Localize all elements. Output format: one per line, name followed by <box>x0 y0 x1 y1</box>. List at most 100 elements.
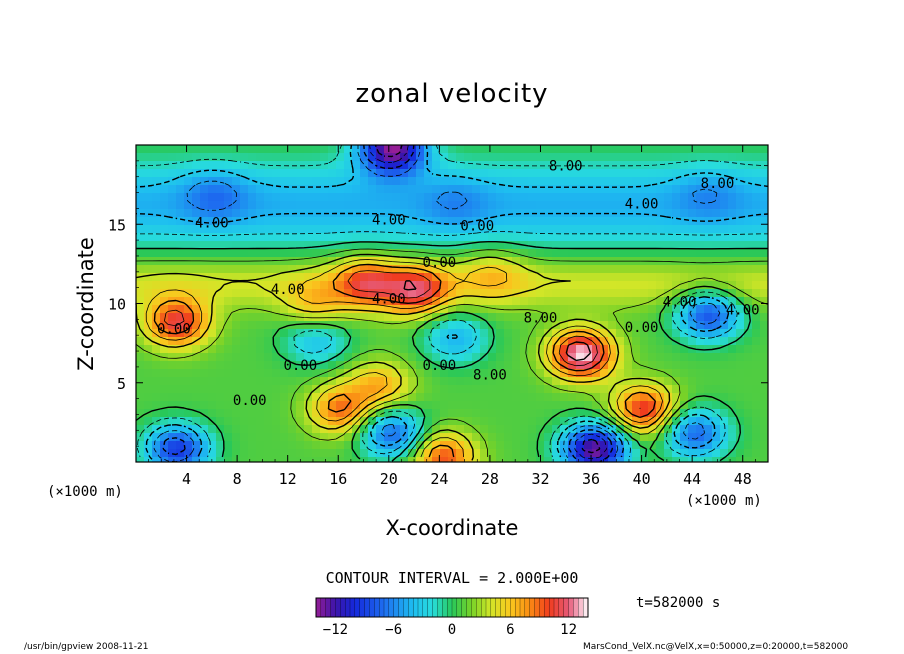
heatmap-cell <box>368 233 377 242</box>
heatmap-cell <box>488 209 497 218</box>
heatmap-cell <box>544 393 553 402</box>
heatmap-cell <box>512 225 521 234</box>
heatmap-cell <box>216 193 225 202</box>
heatmap-cell <box>656 329 665 338</box>
heatmap-cell <box>656 385 665 394</box>
heatmap-cell <box>272 441 281 450</box>
heatmap-cell <box>216 273 225 282</box>
heatmap-cell <box>680 233 689 242</box>
heatmap-cell <box>176 321 185 330</box>
heatmap-cell <box>240 177 249 186</box>
heatmap-cell <box>752 345 761 354</box>
heatmap-cell <box>736 233 745 242</box>
heatmap-cell <box>440 209 449 218</box>
heatmap-cell <box>696 241 705 250</box>
heatmap-cell <box>696 193 705 202</box>
heatmap-cell <box>744 209 753 218</box>
colorbar-cell <box>378 597 385 618</box>
heatmap-cell <box>672 193 681 202</box>
heatmap-cell <box>200 449 209 458</box>
heatmap-cell <box>296 321 305 330</box>
heatmap-cell <box>336 225 345 234</box>
heatmap-cell <box>176 305 185 314</box>
heatmap-cell <box>272 353 281 362</box>
heatmap-cell <box>176 217 185 226</box>
colorbar-cell <box>568 597 574 618</box>
heatmap-cell <box>480 385 489 394</box>
heatmap-cell <box>256 225 265 234</box>
heatmap-cell <box>160 249 169 258</box>
heatmap-cell <box>192 185 201 194</box>
heatmap-cell <box>224 265 233 274</box>
heatmap-cell <box>296 273 305 282</box>
heatmap-cell <box>552 145 561 154</box>
heatmap-cell <box>464 225 473 234</box>
heatmap-cell <box>744 225 753 234</box>
heatmap-cell <box>680 265 689 274</box>
heatmap-cell <box>304 337 313 346</box>
heatmap-cell <box>224 361 233 370</box>
heatmap-cell <box>160 409 169 418</box>
heatmap-cell <box>288 273 297 282</box>
heatmap-cell <box>152 345 161 354</box>
heatmap-cell <box>624 169 633 178</box>
heatmap-cell <box>544 425 553 434</box>
heatmap-cell <box>608 193 617 202</box>
heatmap-cell <box>288 313 297 322</box>
heatmap-cell <box>416 401 425 410</box>
heatmap-cell <box>416 337 425 346</box>
heatmap-cell <box>208 425 217 434</box>
heatmap-cell <box>360 217 369 226</box>
heatmap-cell <box>600 225 609 234</box>
heatmap-cell <box>560 449 569 458</box>
heatmap-cell <box>696 337 705 346</box>
heatmap-cell <box>232 433 241 442</box>
heatmap-cell <box>320 401 329 410</box>
heatmap-cell <box>280 433 289 442</box>
heatmap-cell <box>656 425 665 434</box>
heatmap-cell <box>416 177 425 186</box>
heatmap-cell <box>664 385 673 394</box>
heatmap-cell <box>352 289 361 298</box>
heatmap-cell <box>720 177 729 186</box>
heatmap-cell <box>432 185 441 194</box>
heatmap-cell <box>280 193 289 202</box>
heatmap-cell <box>544 273 553 282</box>
heatmap-cell <box>624 249 633 258</box>
heatmap-cell <box>304 217 313 226</box>
heatmap-cell <box>264 201 273 210</box>
heatmap-cell <box>320 377 329 386</box>
heatmap-cell <box>432 449 441 458</box>
heatmap-cell <box>448 449 457 458</box>
heatmap-cell <box>312 249 321 258</box>
heatmap-cell <box>488 441 497 450</box>
heatmap-cell <box>200 385 209 394</box>
heatmap-cell <box>648 281 657 290</box>
colorbar-frame <box>315 597 589 618</box>
heatmap-cell <box>512 273 521 282</box>
heatmap-cell <box>352 377 361 386</box>
heatmap-cell <box>312 361 321 370</box>
heatmap-cell <box>704 409 713 418</box>
heatmap-cell <box>568 417 577 426</box>
heatmap-cell <box>648 265 657 274</box>
heatmap-cell <box>440 305 449 314</box>
heatmap-cell <box>448 417 457 426</box>
heatmap-cell <box>464 377 473 386</box>
heatmap-cell <box>312 305 321 314</box>
heatmap-cell <box>376 249 385 258</box>
heatmap-cell <box>448 225 457 234</box>
heatmap-cell <box>648 457 657 463</box>
heatmap-cell <box>408 193 417 202</box>
heatmap-cell <box>704 457 713 463</box>
heatmap-cell <box>664 353 673 362</box>
heatmap-cell <box>416 281 425 290</box>
heatmap-cell <box>632 329 641 338</box>
heatmap-cell <box>192 417 201 426</box>
heatmap-cell <box>432 153 441 162</box>
heatmap-cell <box>464 209 473 218</box>
colorbar-cell <box>558 597 565 618</box>
heatmap-cell <box>312 265 321 274</box>
heatmap-cell <box>528 313 537 322</box>
